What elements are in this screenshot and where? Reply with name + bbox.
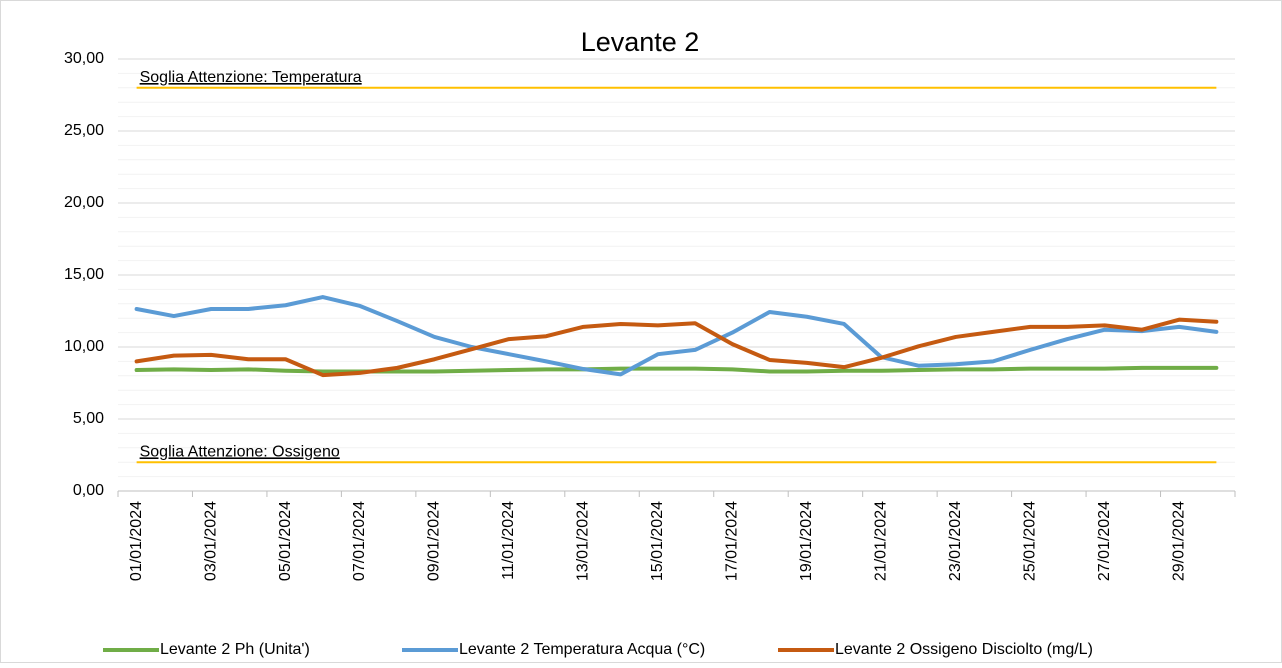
threshold-label: Soglia Attenzione: Temperatura: [140, 69, 362, 86]
legend-label: Levante 2 Ossigeno Disciolto (mg/L): [835, 641, 1093, 658]
y-tick-label: 20,00: [64, 194, 104, 211]
x-tick-label: 07/01/2024: [351, 501, 368, 581]
y-tick-label: 10,00: [64, 338, 104, 355]
x-tick-label: 27/01/2024: [1096, 501, 1113, 581]
x-tick-label: 13/01/2024: [575, 501, 592, 581]
x-tick-label: 05/01/2024: [277, 501, 294, 581]
x-tick-label: 09/01/2024: [426, 501, 443, 581]
y-tick-label: 0,00: [73, 482, 104, 499]
x-tick-label: 25/01/2024: [1021, 501, 1038, 581]
x-tick-label: 15/01/2024: [649, 501, 666, 581]
series-line: [134, 295, 1219, 377]
y-tick-label: 25,00: [64, 122, 104, 139]
x-tick-label: 29/01/2024: [1170, 501, 1187, 581]
x-tick-label: 17/01/2024: [724, 501, 741, 581]
x-tick-label: 01/01/2024: [128, 501, 145, 581]
x-tick-label: 21/01/2024: [873, 501, 890, 581]
x-tick-label: 03/01/2024: [202, 501, 219, 581]
x-tick-label: 19/01/2024: [798, 501, 815, 581]
y-tick-label: 15,00: [64, 266, 104, 283]
legend-label: Levante 2 Ph (Unita'): [160, 641, 310, 658]
y-tick-label: 5,00: [73, 410, 104, 427]
x-tick-label: 11/01/2024: [500, 501, 517, 580]
y-tick-label: 30,00: [64, 50, 104, 67]
threshold-label: Soglia Attenzione: Ossigeno: [140, 443, 340, 460]
chart-title: Levante 2: [581, 27, 700, 57]
legend-label: Levante 2 Temperatura Acqua (°C): [459, 641, 705, 658]
x-tick-label: 23/01/2024: [947, 501, 964, 581]
series-line: [134, 317, 1219, 378]
